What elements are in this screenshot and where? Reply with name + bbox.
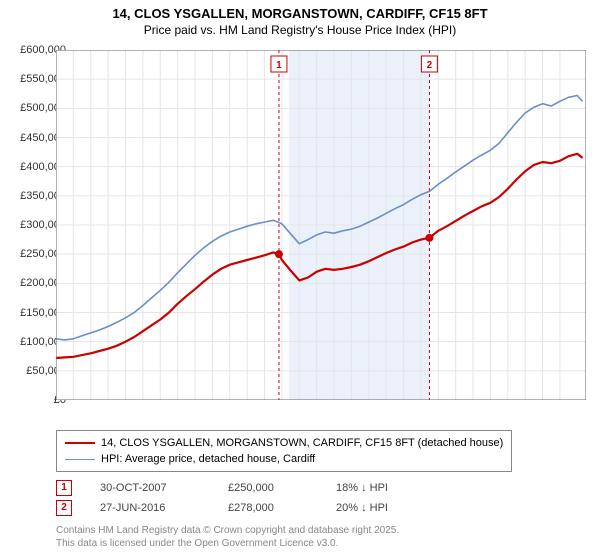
chart-subtitle: Price paid vs. HM Land Registry's House … [0, 23, 600, 41]
sale-date: 27-JUN-2016 [100, 502, 200, 514]
sale-price: £250,000 [228, 482, 308, 494]
sale-diff: 18% ↓ HPI [336, 482, 388, 494]
sale-date: 30-OCT-2007 [100, 482, 200, 494]
sale-marker: 1 [56, 480, 72, 496]
sale-price: £278,000 [228, 502, 308, 514]
svg-text:2: 2 [427, 60, 433, 71]
legend-swatch [65, 442, 95, 444]
sale-marker: 2 [56, 500, 72, 516]
legend-swatch [65, 459, 95, 460]
footer-line2: This data is licensed under the Open Gov… [56, 537, 399, 550]
legend-item: 14, CLOS YSGALLEN, MORGANSTOWN, CARDIFF,… [65, 435, 503, 451]
svg-text:1: 1 [276, 60, 282, 71]
chart-title: 14, CLOS YSGALLEN, MORGANSTOWN, CARDIFF,… [0, 0, 600, 23]
sale-row: 2 27-JUN-2016 £278,000 20% ↓ HPI [56, 498, 416, 518]
sales-table: 1 30-OCT-2007 £250,000 18% ↓ HPI 2 27-JUN-201… [56, 478, 416, 518]
legend-label: 14, CLOS YSGALLEN, MORGANSTOWN, CARDIFF,… [101, 437, 503, 449]
chart-container: 14, CLOS YSGALLEN, MORGANSTOWN, CARDIFF,… [0, 0, 600, 560]
sale-row: 1 30-OCT-2007 £250,000 18% ↓ HPI [56, 478, 416, 498]
footer-line1: Contains HM Land Registry data © Crown c… [56, 524, 399, 537]
chart-svg: 12 [56, 50, 586, 400]
legend-label: HPI: Average price, detached house, Card… [101, 453, 315, 465]
legend: 14, CLOS YSGALLEN, MORGANSTOWN, CARDIFF,… [56, 430, 512, 472]
sale-diff: 20% ↓ HPI [336, 502, 388, 514]
footer-attribution: Contains HM Land Registry data © Crown c… [56, 524, 399, 550]
legend-item: HPI: Average price, detached house, Card… [65, 451, 503, 467]
plot-area: 12 [56, 50, 586, 400]
